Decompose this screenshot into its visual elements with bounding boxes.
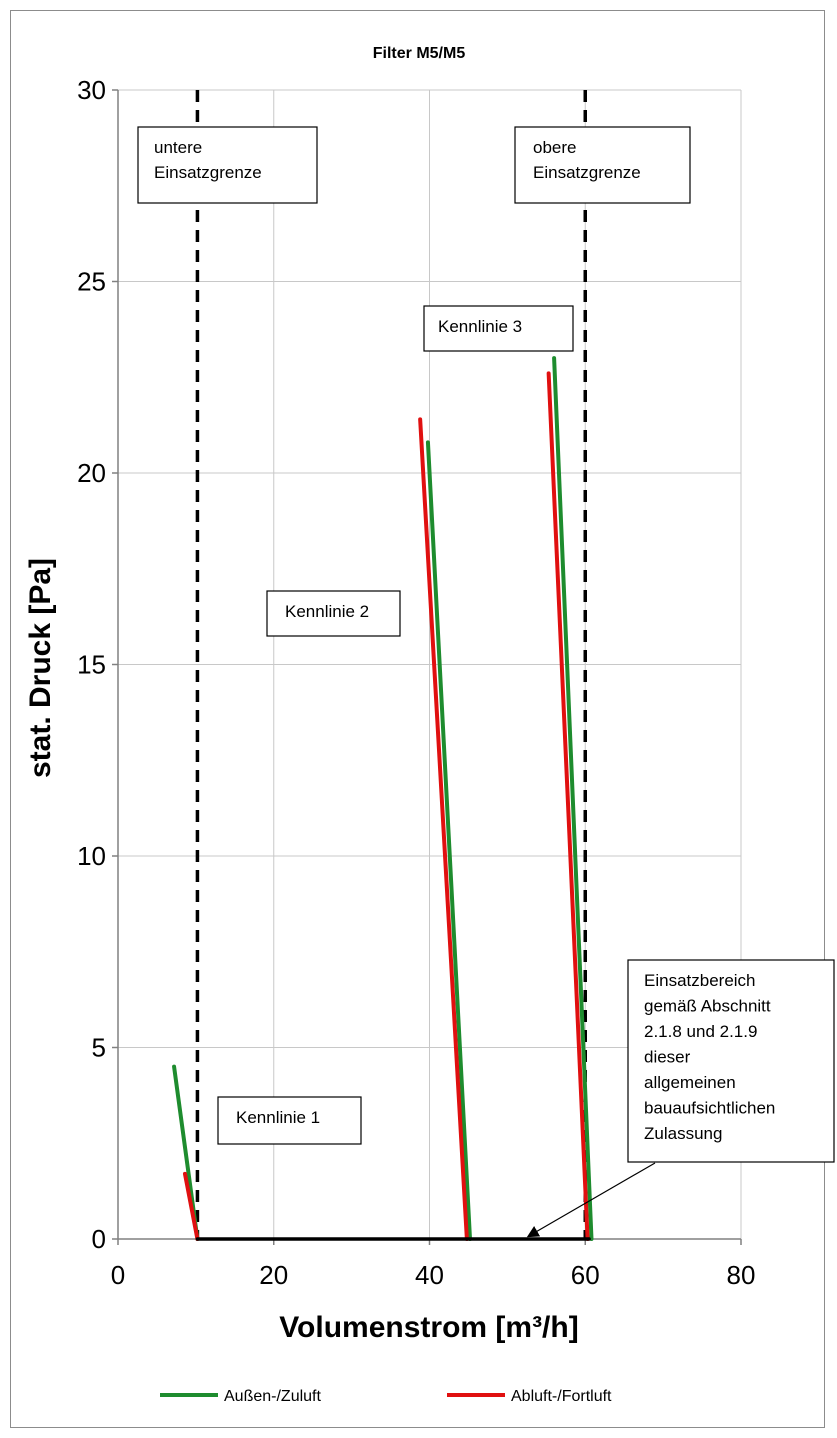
y-tick-label: 5 bbox=[92, 1033, 106, 1063]
lower-limit-label-text: Einsatzgrenze bbox=[154, 163, 262, 182]
y-tick-label: 30 bbox=[77, 75, 106, 105]
lower-limit-label-text: untere bbox=[154, 138, 202, 157]
einsatzbereich-label-text: allgemeinen bbox=[644, 1073, 736, 1092]
kennlinie-1-label-text: Kennlinie 1 bbox=[236, 1108, 320, 1127]
einsatzbereich-arrow bbox=[526, 1162, 656, 1238]
series-line bbox=[418, 417, 469, 1241]
kennlinie-1-label: Kennlinie 1 bbox=[217, 1096, 362, 1145]
legend-label: Außen-/Zuluft bbox=[224, 1388, 321, 1405]
y-tick-label: 25 bbox=[77, 267, 106, 297]
y-tick-label: 10 bbox=[77, 841, 106, 871]
kennlinie-3-label: Kennlinie 3 bbox=[423, 305, 574, 352]
y-tick-label: 20 bbox=[77, 458, 106, 488]
kennlinie-2-label-text: Kennlinie 2 bbox=[285, 602, 369, 621]
legend-label: Abluft-/Fortluft bbox=[511, 1388, 612, 1405]
kennlinie-1-label-box bbox=[217, 1096, 362, 1145]
einsatzbereich-label-text: 2.1.8 und 2.1.9 bbox=[644, 1022, 757, 1041]
einsatzbereich-label-text: dieser bbox=[644, 1048, 691, 1067]
kennlinie-3-label-box bbox=[423, 305, 574, 352]
x-axis-title: Volumenstrom [m³/h] bbox=[279, 1311, 578, 1344]
x-tick-label: 60 bbox=[571, 1260, 600, 1290]
upper-limit-label-text: obere bbox=[533, 138, 576, 157]
x-tick-label: 0 bbox=[111, 1260, 125, 1290]
einsatzbereich-label: Einsatzbereich gemäß Abschnitt 2.1.8 und 2… bbox=[627, 959, 835, 1163]
einsatzbereich-label-box bbox=[627, 959, 835, 1163]
lower-limit-label: untere Einsatzgrenze bbox=[137, 126, 318, 204]
upper-limit-label: obere Einsatzgrenze bbox=[514, 126, 691, 204]
einsatzbereich-label-text: bauaufsichtlichen bbox=[644, 1099, 775, 1118]
kennlinie-3-label-text: Kennlinie 3 bbox=[438, 317, 522, 336]
einsatzbereich-label-text: Zulassung bbox=[644, 1124, 722, 1143]
einsatzbereich-label-text: gemäß Abschnitt bbox=[644, 997, 771, 1016]
y-axis-title: stat. Druck [Pa] bbox=[24, 558, 57, 778]
einsatzbereich-label-text: Einsatzbereich bbox=[644, 971, 756, 990]
series-line bbox=[552, 356, 594, 1241]
x-tick-label: 80 bbox=[727, 1260, 756, 1290]
kennlinie-2-label: Kennlinie 2 bbox=[266, 590, 401, 637]
x-tick-label: 40 bbox=[415, 1260, 444, 1290]
series-line bbox=[182, 1171, 200, 1241]
lower-limit-label-box bbox=[137, 126, 318, 204]
series-line bbox=[546, 371, 590, 1241]
y-tick-label: 15 bbox=[77, 650, 106, 680]
x-tick-label: 20 bbox=[259, 1260, 288, 1290]
upper-limit-label-box bbox=[514, 126, 691, 204]
y-tick-label: 0 bbox=[92, 1224, 106, 1254]
kennlinie-2-label-box bbox=[266, 590, 401, 637]
upper-limit-label-text: Einsatzgrenze bbox=[533, 163, 641, 182]
chart-frame bbox=[10, 10, 825, 1428]
chart-title: Filter M5/M5 bbox=[373, 45, 466, 62]
series-line bbox=[425, 440, 472, 1241]
